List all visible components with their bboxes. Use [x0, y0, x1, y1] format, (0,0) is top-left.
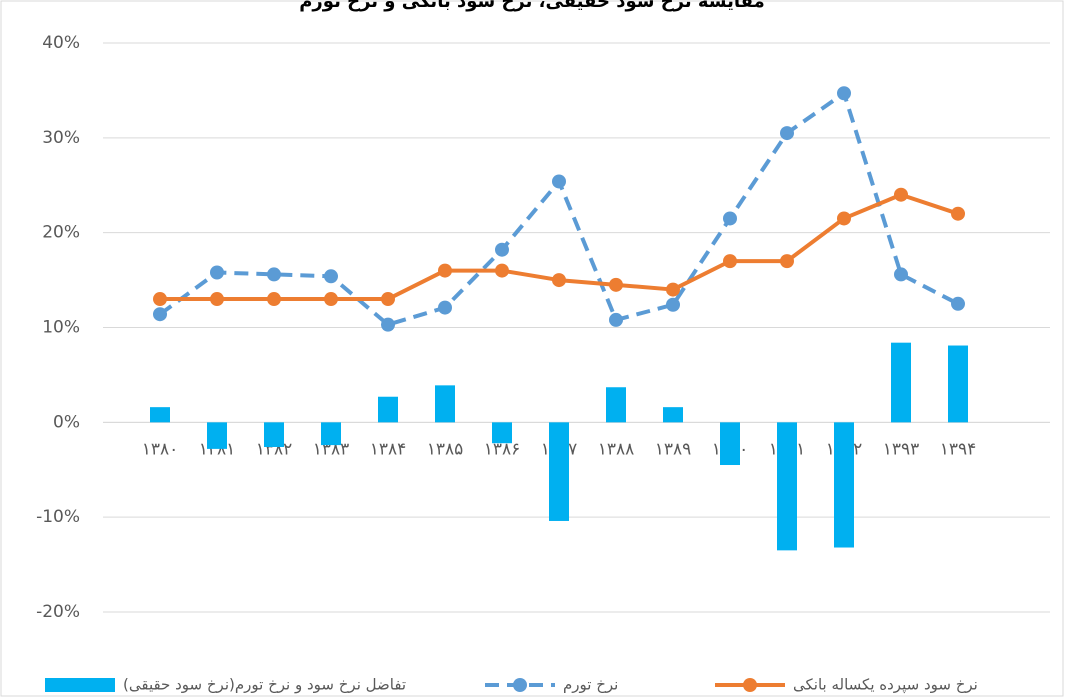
marker [267, 267, 281, 282]
x-tick-label: ۱۳۹۴ [940, 439, 977, 459]
marker [438, 263, 452, 278]
x-tick-label: ۱۳۸۰ [142, 439, 179, 459]
y-tick-label: -10% [36, 507, 80, 527]
marker [324, 269, 338, 284]
y-tick-label: -20% [36, 602, 80, 622]
marker [210, 265, 224, 280]
x-tick-label: ۱۳۸۶ [484, 439, 521, 459]
marker [495, 263, 509, 278]
marker [780, 126, 794, 141]
legend-marker [513, 678, 527, 692]
bar [435, 385, 455, 423]
bar [606, 387, 626, 423]
marker [951, 296, 965, 311]
marker [837, 211, 851, 226]
marker [609, 277, 623, 292]
marker [894, 267, 908, 282]
marker [666, 297, 680, 312]
marker [267, 292, 281, 307]
marker [381, 292, 395, 307]
x-tick-label: ۱۳۸۵ [427, 439, 464, 459]
y-tick-label: 10% [42, 318, 80, 338]
marker [837, 86, 851, 101]
marker [210, 292, 224, 307]
marker [780, 254, 794, 269]
bar [948, 345, 968, 423]
marker [609, 312, 623, 327]
legend-label: نرخ تورم [563, 676, 618, 694]
marker [951, 206, 965, 221]
legend-label: تفاضل نرخ سود و نرخ تورم(نرخ سود حقیقی) [123, 676, 406, 694]
legend-swatch [45, 678, 115, 692]
x-tick-label: ۱۳۸۹ [655, 439, 692, 459]
x-tick-label: ۱۳۸۴ [370, 439, 407, 459]
x-tick-label: ۱۳۹۳ [883, 439, 920, 459]
y-tick-label: 0% [53, 412, 80, 432]
bar [321, 422, 341, 446]
marker [438, 300, 452, 315]
marker [666, 282, 680, 297]
marker [153, 292, 167, 307]
bar [549, 422, 569, 521]
chart-title: مقایسه نرخ سود حقیقی، نرخ سود بانکی و نر… [299, 0, 765, 12]
bar [891, 342, 911, 423]
y-tick-label: 40% [42, 33, 80, 53]
marker [381, 317, 395, 332]
legend-marker [743, 678, 757, 692]
bar [720, 422, 740, 466]
bar [378, 396, 398, 423]
marker [153, 307, 167, 322]
bar [777, 422, 797, 551]
legend-label: نرخ سود سپرده یکساله بانکی [793, 676, 978, 695]
y-tick-label: 20% [42, 223, 80, 243]
bar [663, 407, 683, 423]
y-tick-label: 30% [42, 128, 80, 148]
marker [723, 254, 737, 269]
bar [834, 422, 854, 548]
bar [492, 422, 512, 444]
marker [723, 211, 737, 226]
bar [207, 422, 227, 449]
bar [150, 407, 170, 423]
marker [495, 242, 509, 257]
marker [894, 187, 908, 202]
marker [552, 174, 566, 189]
bar [264, 422, 284, 447]
marker [324, 292, 338, 307]
marker [552, 273, 566, 288]
x-tick-label: ۱۳۸۸ [598, 439, 635, 459]
